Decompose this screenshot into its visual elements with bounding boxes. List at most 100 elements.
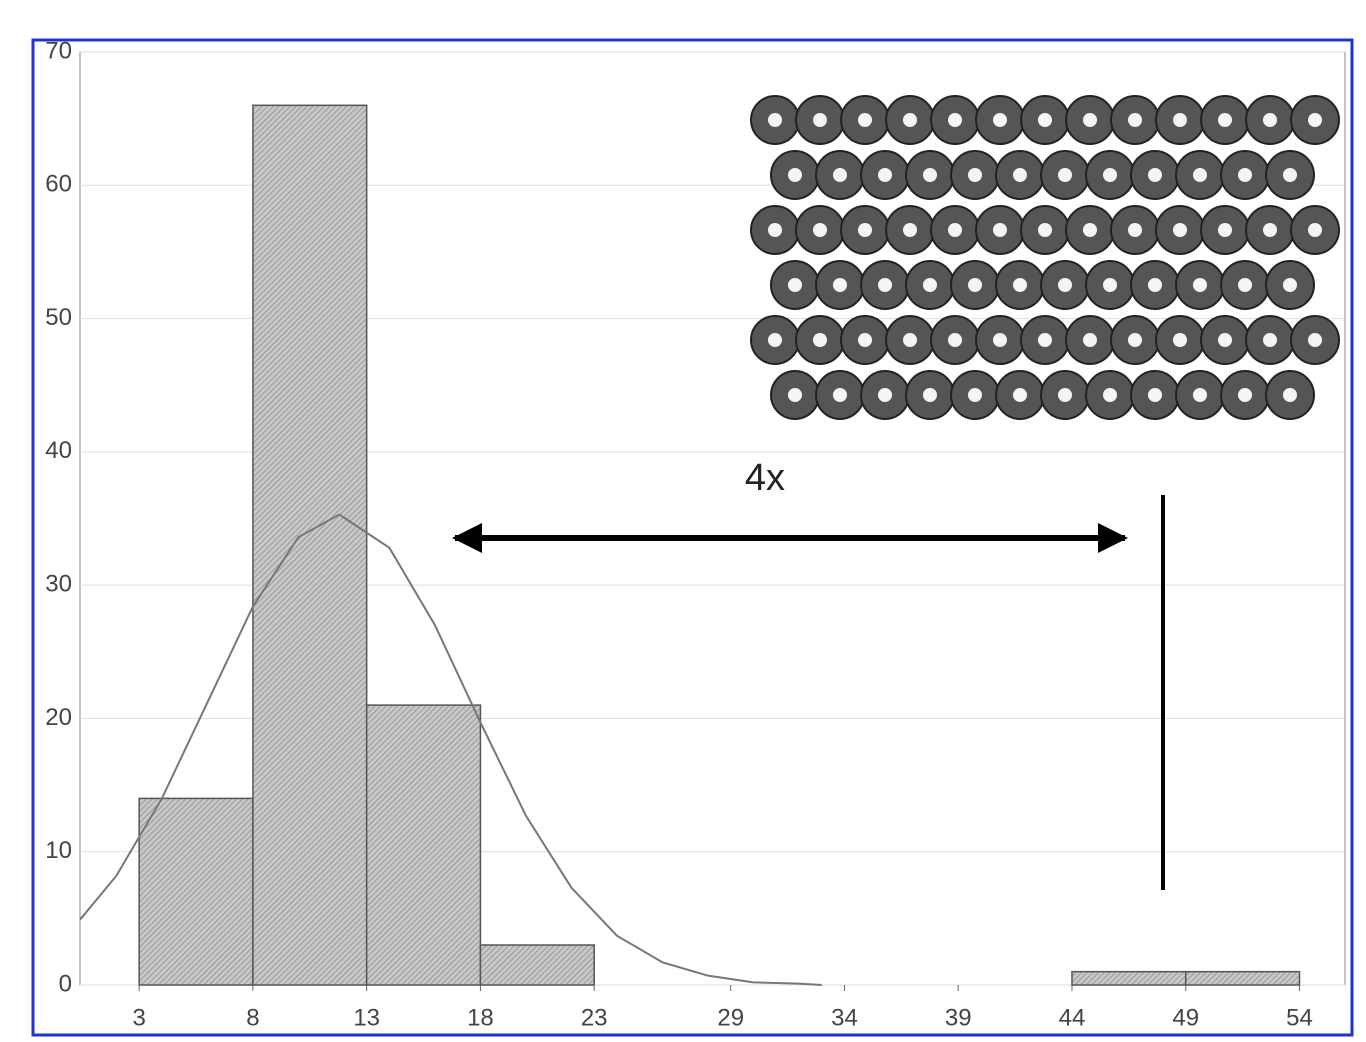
bead-hole [1058, 388, 1072, 402]
bead-hole [858, 113, 872, 127]
bead-hole [833, 278, 847, 292]
bead-hole [1083, 113, 1097, 127]
bead-hole [1193, 388, 1207, 402]
bead-hole [1238, 388, 1252, 402]
x-tick-label: 54 [1286, 1004, 1313, 1031]
bead-hole [1083, 223, 1097, 237]
bead-hole [1013, 168, 1027, 182]
bead-hole [1148, 278, 1162, 292]
bead-hole [1193, 278, 1207, 292]
bead-hole [788, 278, 802, 292]
bead-hole [1038, 333, 1052, 347]
bead-hole [1148, 168, 1162, 182]
bead-hole [1218, 223, 1232, 237]
bead-hole [1283, 388, 1297, 402]
bead-hole [993, 113, 1007, 127]
x-tick-label: 3 [132, 1004, 145, 1031]
bead-hole [948, 223, 962, 237]
x-tick-label: 49 [1172, 1004, 1199, 1031]
bead-hole [1263, 333, 1277, 347]
y-tick-label: 70 [45, 37, 72, 64]
bead-hole [1128, 333, 1142, 347]
bead-hole [1238, 168, 1252, 182]
bead-hole [1013, 278, 1027, 292]
bead-hole [1173, 113, 1187, 127]
bead-hole [813, 113, 827, 127]
bead-hole [993, 333, 1007, 347]
bead-hole [878, 388, 892, 402]
bead-hole [1218, 113, 1232, 127]
bar [365, 704, 482, 986]
bead-hole [1038, 223, 1052, 237]
bead-hole [813, 223, 827, 237]
x-tick-label: 8 [246, 1004, 259, 1031]
bead-hole [903, 333, 917, 347]
bead-hole [903, 223, 917, 237]
bead-hole [1128, 223, 1142, 237]
bead-hole [923, 168, 937, 182]
bead-hole [1308, 333, 1322, 347]
bar [138, 797, 254, 986]
bead-hole [768, 113, 782, 127]
y-tick-label: 0 [59, 970, 72, 997]
bead-hole [1263, 113, 1277, 127]
bead-hole [878, 278, 892, 292]
bead-hole [968, 388, 982, 402]
bead-hole [833, 388, 847, 402]
x-tick-label: 13 [353, 1004, 380, 1031]
y-tick-label: 30 [45, 570, 72, 597]
bead-hole [1218, 333, 1232, 347]
bead-hole [1308, 113, 1322, 127]
bead-hole [858, 223, 872, 237]
x-tick-label: 44 [1059, 1004, 1086, 1031]
bead-hole [878, 168, 892, 182]
y-tick-label: 10 [45, 837, 72, 864]
bead-hole [813, 333, 827, 347]
x-tick-label: 29 [717, 1004, 744, 1031]
bar [1184, 970, 1301, 986]
bead-hole [1013, 388, 1027, 402]
bead-hole [1238, 278, 1252, 292]
bead-hole [968, 168, 982, 182]
x-tick-label: 39 [945, 1004, 972, 1031]
bead-hole [1173, 223, 1187, 237]
bead-photo [750, 95, 1340, 420]
y-tick-label: 20 [45, 704, 72, 731]
bead-hole [1103, 168, 1117, 182]
bead-hole [903, 113, 917, 127]
y-tick-label: 50 [45, 304, 72, 331]
y-tick-label: 60 [45, 171, 72, 198]
bar [252, 104, 368, 986]
bead-hole [1193, 168, 1207, 182]
bead-hole [993, 223, 1007, 237]
bead-hole [1263, 223, 1277, 237]
x-tick-label: 23 [581, 1004, 608, 1031]
bead-hole [1148, 388, 1162, 402]
bead-hole [1283, 168, 1297, 182]
bead-hole [768, 333, 782, 347]
bar [1071, 970, 1187, 986]
x-tick-label: 34 [831, 1004, 858, 1031]
bead-hole [968, 278, 982, 292]
bead-hole [1058, 278, 1072, 292]
y-tick-label: 40 [45, 437, 72, 464]
bead-hole [923, 278, 937, 292]
bead-hole [1058, 168, 1072, 182]
bead-hole [948, 113, 962, 127]
bead-hole [1128, 113, 1142, 127]
bead-hole [1283, 278, 1297, 292]
bead-hole [1103, 278, 1117, 292]
bead-hole [1103, 388, 1117, 402]
bead-hole [788, 388, 802, 402]
fit-curve [79, 513, 822, 986]
bead-hole [858, 333, 872, 347]
x-tick-label: 18 [467, 1004, 494, 1031]
bead-hole [788, 168, 802, 182]
bead-hole [1038, 113, 1052, 127]
bead-hole [923, 388, 937, 402]
bead-hole [948, 333, 962, 347]
annotation: 4x [745, 457, 785, 499]
bead-hole [768, 223, 782, 237]
bead-hole [1083, 333, 1097, 347]
